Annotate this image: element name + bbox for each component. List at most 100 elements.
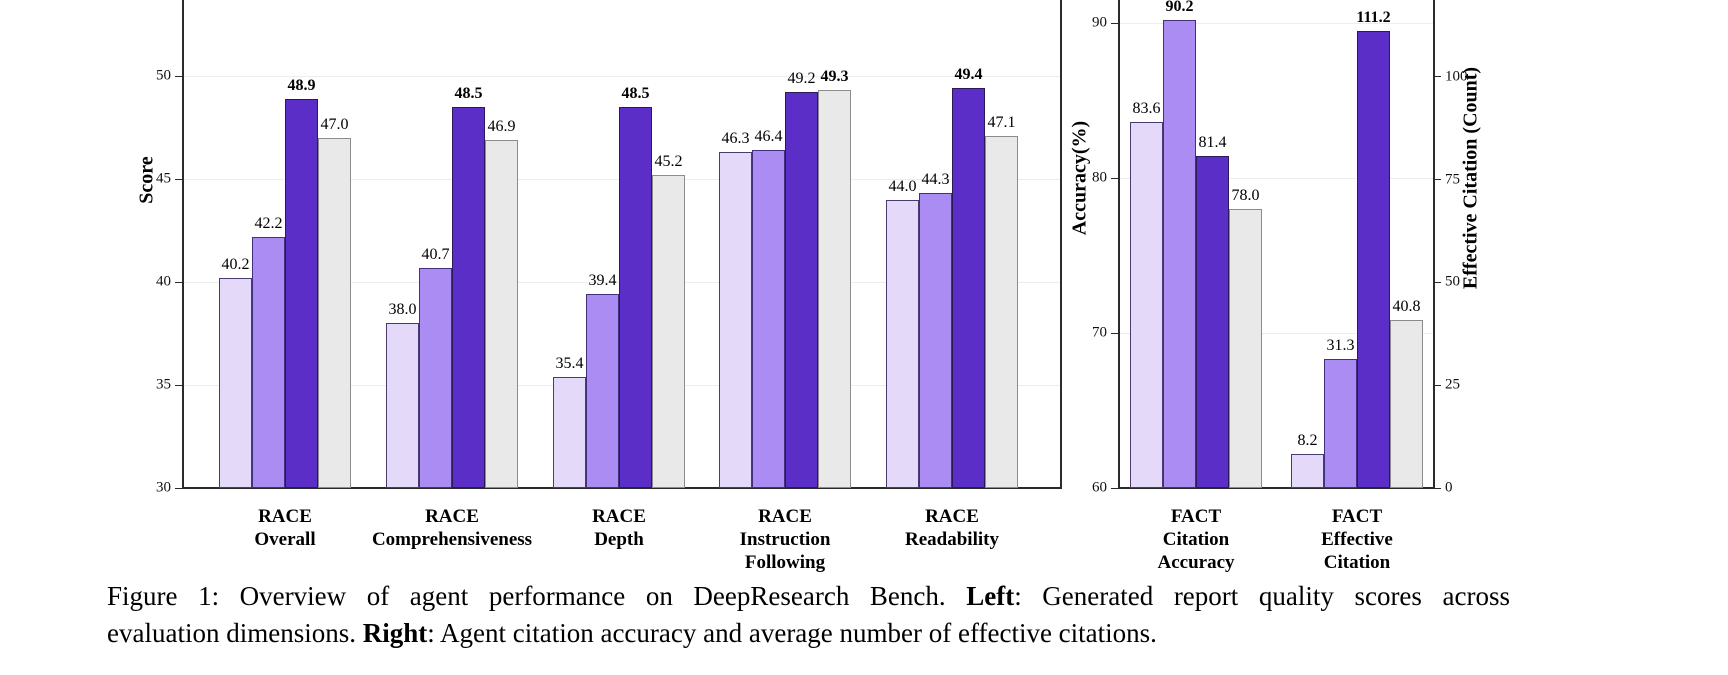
caption-line: Figure 1: Overview of agent performance … (107, 578, 1510, 615)
category-label: FACT Effective Citation (1321, 505, 1393, 574)
bar-value-label: 38.0 (388, 301, 417, 319)
bar (285, 98, 318, 488)
caption-text: evaluation dimensions. (107, 618, 363, 648)
gridline (1118, 23, 1433, 24)
y-tick (1434, 179, 1441, 181)
caption-text: : Generated report quality scores across (1014, 581, 1510, 611)
category-label-line: FACT (1331, 506, 1383, 527)
y-tick-label: 25 (1445, 376, 1460, 393)
bar-value-label: 40.7 (421, 245, 450, 263)
bar (586, 294, 619, 488)
bar-value-label: 90.2 (1165, 0, 1194, 15)
y-tick-label: 70 (1092, 324, 1107, 341)
y-tick-label: 0 (1445, 479, 1453, 496)
bar-value-label: 39.4 (588, 272, 617, 290)
category-label: RACE Instruction Following (740, 505, 831, 574)
y-tick (1111, 332, 1118, 334)
bar-value-label: 46.3 (721, 130, 750, 148)
bar (252, 236, 285, 488)
y-tick (175, 384, 182, 386)
y-tick (1434, 281, 1441, 284)
category-label-line: Accuracy (1157, 552, 1235, 573)
y-tick (1111, 487, 1118, 489)
gridline (182, 76, 1060, 77)
y-tick (1111, 22, 1118, 24)
bar-value-label: 48.5 (621, 84, 650, 102)
bar-value-label: 44.3 (921, 171, 950, 189)
bar (1130, 122, 1163, 488)
right-chart-right-y-axis-title: Effective Citation (Count) (1459, 66, 1482, 290)
gridline (1118, 333, 1433, 334)
axis-spine-left (1118, 0, 1120, 488)
caption-text: Figure 1: Overview of agent performance … (107, 581, 967, 611)
bar (386, 323, 419, 488)
y-tick-label: 40 (156, 273, 171, 290)
y-tick-label: 30 (156, 479, 171, 496)
bar (1196, 156, 1229, 488)
bar (619, 106, 652, 488)
category-label-line: Readability (905, 529, 999, 550)
bar (919, 193, 952, 488)
bar-value-label: 40.2 (221, 255, 250, 273)
y-tick-label: 35 (156, 376, 171, 393)
bar (1291, 454, 1324, 488)
category-label: RACE Overall (254, 505, 315, 551)
category-label: RACE Readability (905, 505, 999, 551)
category-label: RACE Depth (592, 505, 646, 551)
bar (719, 152, 752, 488)
bar (553, 376, 586, 488)
bar (318, 137, 351, 488)
axis-spine-left (182, 0, 184, 488)
bar-value-label: 8.2 (1297, 432, 1318, 450)
category-label-line: Effective (1321, 529, 1393, 550)
category-label: RACE Comprehensiveness (372, 505, 532, 551)
y-tick (1434, 76, 1441, 78)
y-tick-label: 90 (1092, 14, 1107, 31)
bar-value-label: 78.0 (1231, 187, 1260, 204)
bar (1324, 359, 1357, 488)
bar (652, 174, 685, 488)
caption-text: : Agent citation accuracy and average nu… (427, 618, 1157, 648)
y-tick (1434, 487, 1441, 489)
axis-spine-bottom (1118, 487, 1435, 489)
category-label-line: Overall (254, 529, 316, 550)
bar (419, 267, 452, 488)
bar (219, 277, 252, 488)
gridline (1118, 178, 1433, 179)
bar-value-label: 47.0 (320, 115, 349, 133)
bar (485, 139, 518, 488)
bar-value-label: 46.4 (754, 128, 783, 146)
caption-line: evaluation dimensions. Right: Agent cita… (107, 615, 1510, 652)
y-tick-label: 75 (1445, 171, 1460, 188)
bar-value-label: 81.4 (1198, 134, 1227, 152)
bar (952, 88, 985, 488)
bar-value-label: 83.6 (1132, 100, 1161, 118)
bar-value-label: 49.4 (954, 66, 983, 84)
right-chart-left-y-axis-title: Accuracy(%) (1068, 120, 1091, 236)
bar (1357, 30, 1390, 488)
category-label-line: Citation (1162, 529, 1230, 550)
bar-value-label: 47.1 (987, 113, 1016, 131)
category-label-line: FACT (1170, 506, 1222, 527)
bar (818, 90, 851, 488)
y-tick-label: 60 (1092, 479, 1107, 496)
category-label-line: Citation (1323, 552, 1391, 573)
category-label: FACT Citation Accuracy (1157, 505, 1234, 574)
bar (985, 135, 1018, 488)
y-tick (175, 281, 182, 283)
bar-value-label: 111.2 (1356, 8, 1391, 26)
category-label-line: RACE (925, 506, 979, 527)
category-label-line: Depth (594, 529, 644, 550)
bar (1390, 320, 1423, 488)
y-tick-label: 50 (156, 67, 171, 84)
y-tick (175, 75, 182, 77)
bar (1163, 19, 1196, 488)
bar-value-label: 44.0 (888, 177, 917, 195)
y-tick (175, 487, 182, 489)
bar (452, 106, 485, 488)
bar-value-label: 49.2 (787, 70, 816, 88)
category-label-line: Following (744, 552, 826, 573)
category-label-line: RACE (258, 506, 312, 527)
y-tick-label: 80 (1092, 169, 1107, 186)
y-tick (1111, 177, 1118, 179)
